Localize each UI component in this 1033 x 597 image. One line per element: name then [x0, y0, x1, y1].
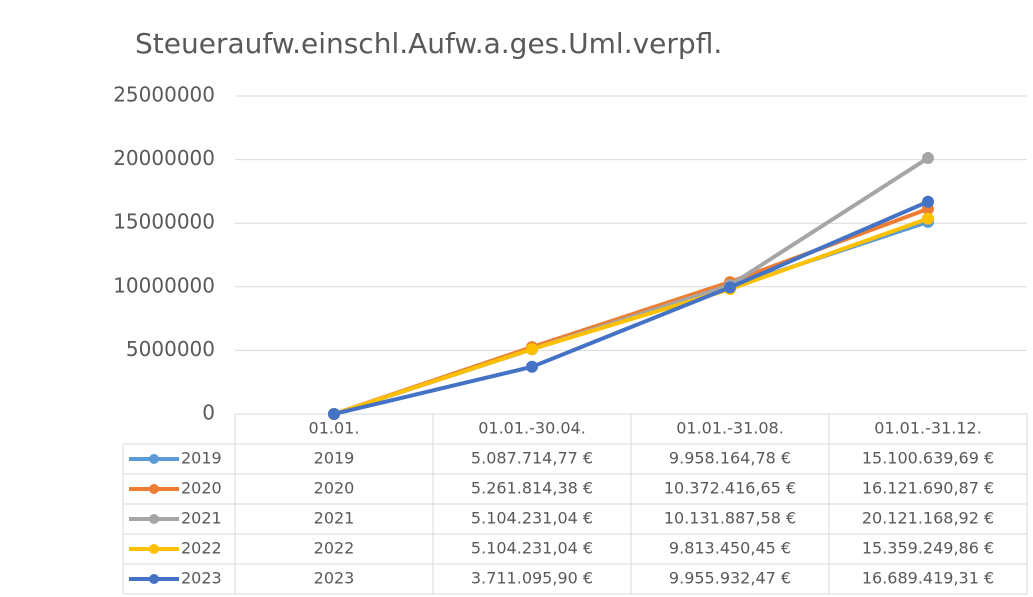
- table-cell: 10.372.416,65 €: [664, 479, 796, 498]
- table-cell: 16.689.419,31 €: [862, 569, 994, 588]
- chart-title: Steueraufw.einschl.Aufw.a.ges.Uml.verpfl…: [135, 27, 722, 60]
- table-cell: 2023: [314, 569, 355, 588]
- data-point: [526, 360, 538, 373]
- y-tick-label: 15000000: [113, 210, 215, 234]
- legend-label: 2023: [181, 569, 222, 588]
- x-tick-label: 01.01.-31.08.: [676, 419, 784, 438]
- table-cell: 5.104.231,04 €: [471, 509, 593, 528]
- data-point: [328, 407, 340, 420]
- x-tick-label: 01.01.-30.04.: [478, 419, 586, 438]
- data-point: [922, 212, 934, 225]
- legend-label: 2020: [181, 479, 222, 498]
- table-cell: 2022: [314, 539, 355, 558]
- data-point: [724, 281, 736, 294]
- series-line: [333, 216, 929, 416]
- table-cell: 15.359.249,86 €: [862, 539, 994, 558]
- table-cell: 3.711.095,90 €: [471, 569, 593, 588]
- table-cell: 5.261.814,38 €: [471, 479, 593, 498]
- table-cell: 15.100.639,69 €: [862, 449, 994, 468]
- legend-label: 2019: [181, 449, 222, 468]
- data-point: [922, 152, 934, 165]
- table-cell: 10.131.887,58 €: [664, 509, 796, 528]
- table-cell: 20.121.168,92 €: [862, 509, 994, 528]
- x-tick-label: 01.01.: [309, 419, 360, 438]
- table-cell: 5.104.231,04 €: [471, 539, 593, 558]
- y-tick-label: 10000000: [113, 273, 215, 297]
- y-tick-label: 25000000: [113, 83, 215, 107]
- legend-label: 2021: [181, 509, 222, 528]
- x-tick-label: 01.01.-31.12.: [874, 419, 982, 438]
- table-cell: 5.087.714,77 €: [471, 449, 593, 468]
- legend-marker: [149, 454, 159, 464]
- legend-marker: [149, 514, 159, 524]
- table-cell: 9.955.932,47 €: [669, 569, 791, 588]
- y-tick-label: 0: [202, 401, 215, 425]
- table-cell: 2021: [314, 509, 355, 528]
- table-cell: 2019: [314, 449, 355, 468]
- legend-label: 2022: [181, 539, 222, 558]
- table-cell: 2020: [314, 479, 355, 498]
- y-tick-label: 20000000: [113, 146, 215, 170]
- data-point: [922, 195, 934, 208]
- legend-marker: [149, 574, 159, 584]
- legend-marker: [149, 544, 159, 554]
- y-tick-label: 5000000: [126, 337, 215, 361]
- data-point: [526, 343, 538, 356]
- table-cell: 16.121.690,87 €: [862, 479, 994, 498]
- table-cell: 9.813.450,45 €: [669, 539, 791, 558]
- legend-marker: [149, 484, 159, 494]
- table-cell: 9.958.164,78 €: [669, 449, 791, 468]
- series-line: [333, 199, 929, 416]
- series-line: [333, 156, 930, 416]
